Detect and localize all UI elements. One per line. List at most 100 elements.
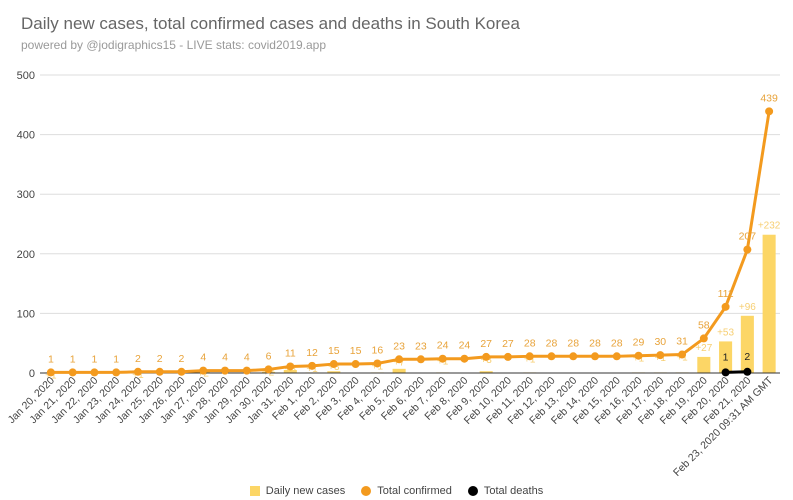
total-confirmed-point [112, 368, 121, 377]
total-confirmed-label: 1 [91, 353, 97, 365]
total-confirmed-point [743, 245, 752, 254]
total-confirmed-point [46, 368, 55, 377]
bar [697, 356, 711, 373]
daily-new-cases-swatch [249, 486, 260, 496]
legend-item-total-deaths[interactable]: Total deaths [467, 485, 544, 497]
total-confirmed-point [721, 302, 730, 311]
bar-value-label: +27 [695, 343, 712, 354]
chart-subtitle: powered by @jodigraphics15 - LIVE stats:… [21, 38, 327, 52]
total-confirmed-label: 1 [48, 353, 54, 365]
legend-item-daily-new-cases[interactable]: Daily new cases [249, 485, 346, 497]
bar-value-label: +232 [758, 221, 781, 232]
total-confirmed-label: 58 [698, 319, 710, 331]
total-confirmed-point [242, 366, 251, 375]
total-confirmed-label: 28 [546, 337, 558, 349]
total-confirmed-swatch [361, 486, 372, 496]
legend: Daily new cases Total confirmed Total de… [0, 485, 793, 497]
total-confirmed-label: 1 [70, 353, 76, 365]
gridlines [40, 74, 780, 314]
bar-value-label: +53 [717, 327, 734, 338]
total-confirmed-point [438, 354, 447, 363]
total-confirmed-point [503, 352, 512, 361]
total-deaths-label: 1 [723, 351, 729, 363]
y-tick-label: 500 [17, 70, 35, 82]
total-confirmed-point [416, 355, 425, 364]
total-confirmed-point [460, 354, 469, 363]
total-confirmed-label: 207 [739, 231, 757, 243]
y-tick-label: 200 [17, 249, 35, 261]
total-confirmed-point [678, 350, 687, 359]
total-confirmed-label: 4 [222, 352, 228, 364]
total-confirmed-label: 4 [244, 352, 250, 364]
total-confirmed-point [525, 352, 534, 361]
total-confirmed-label: 31 [676, 336, 688, 348]
total-confirmed-label: 23 [393, 340, 405, 352]
chart-title: Daily new cases, total confirmed cases a… [21, 14, 520, 33]
total-deaths-swatch [467, 486, 478, 496]
total-confirmed-label: 16 [372, 344, 384, 356]
bar [762, 234, 776, 373]
total-confirmed-point [591, 352, 599, 361]
y-tick-label: 0 [29, 368, 35, 380]
total-confirmed-point [656, 351, 665, 360]
total-deaths-point [721, 368, 730, 377]
total-confirmed-point [133, 367, 142, 376]
bar [740, 315, 754, 373]
total-confirmed-point [264, 365, 273, 374]
total-confirmed-label: 27 [480, 338, 492, 350]
total-confirmed-line [50, 111, 771, 374]
total-confirmed-point [612, 352, 621, 361]
total-confirmed-label: 2 [135, 353, 141, 365]
total-confirmed-label: 27 [502, 338, 514, 350]
legend-label: Total deaths [483, 485, 544, 497]
bar [479, 371, 493, 373]
total-confirmed-label: 28 [611, 337, 623, 349]
total-confirmed-label: 28 [524, 337, 536, 349]
total-confirmed-point [155, 367, 164, 376]
bar [392, 368, 406, 373]
total-confirmed-label: 6 [266, 350, 272, 362]
total-confirmed-point [221, 366, 229, 375]
total-confirmed-point [199, 366, 208, 375]
total-confirmed-label: 12 [306, 347, 318, 359]
total-confirmed-label: 28 [589, 337, 601, 349]
total-confirmed-label: 2 [179, 353, 185, 365]
legend-label: Daily new cases [265, 485, 346, 497]
total-confirmed-point [308, 361, 317, 370]
total-confirmed-label: 23 [415, 340, 427, 352]
total-confirmed-point [329, 360, 338, 369]
total-confirmed-label: 4 [200, 352, 206, 364]
total-confirmed-point [569, 352, 578, 361]
total-confirmed-point [373, 359, 382, 368]
total-confirmed-point [90, 368, 99, 377]
total-confirmed-point [68, 368, 77, 377]
total-confirmed-point [547, 352, 556, 361]
total-confirmed-label: 2 [157, 353, 163, 365]
total-confirmed-label: 24 [459, 340, 471, 352]
legend-item-total-confirmed[interactable]: Total confirmed [361, 485, 452, 497]
total-confirmed-point [765, 107, 774, 116]
legend-label: Total confirmed [377, 485, 452, 497]
bar [283, 370, 297, 373]
total-confirmed-series: 1 1 1 1 2 2 2 4 4 4 6 11 12 15 15 16 23 23 24 24 27 27 28 28 28 2… [46, 92, 778, 377]
total-confirmed-point [351, 360, 360, 369]
total-confirmed-point [395, 355, 404, 364]
bar [719, 341, 733, 373]
y-tick-label: 100 [17, 308, 35, 320]
daily-new-cases-labels: +1+1+2+2+5+1+3+1+7+1+3+1+1+1+1+27+53+96+… [45, 221, 781, 382]
total-confirmed-point [286, 362, 295, 371]
total-confirmed-label: 1 [113, 353, 119, 365]
total-confirmed-label: 30 [654, 336, 666, 348]
bar-value-label: +96 [739, 302, 756, 313]
total-confirmed-label: 28 [567, 337, 579, 349]
total-confirmed-point [699, 334, 708, 343]
total-deaths-label: 2 [744, 351, 750, 363]
total-confirmed-label: 24 [437, 340, 449, 352]
bar [327, 371, 341, 373]
total-confirmed-point [177, 367, 186, 376]
total-confirmed-label: 111 [718, 288, 734, 300]
total-confirmed-label: 29 [633, 337, 645, 349]
